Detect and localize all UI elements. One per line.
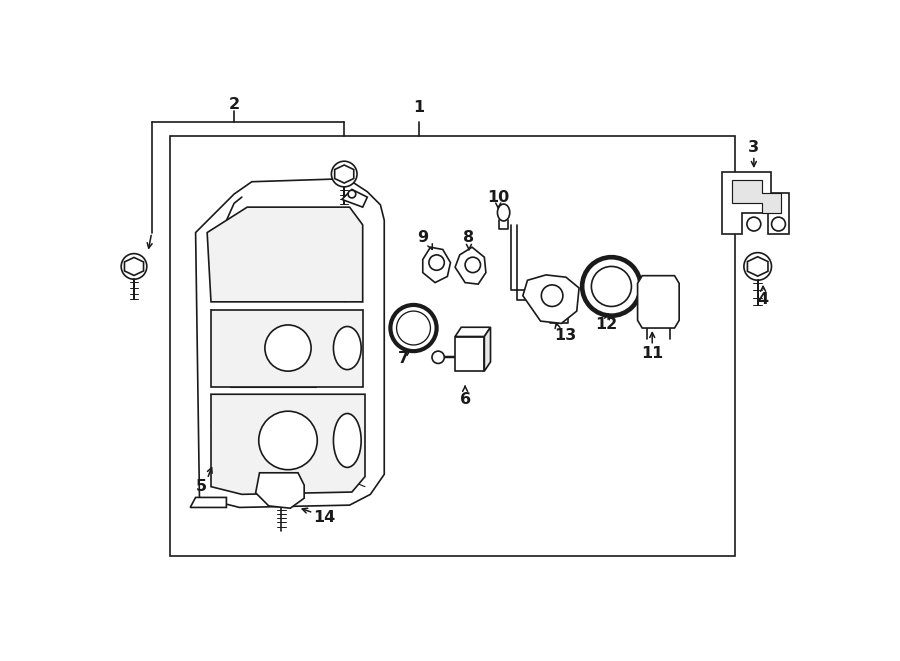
Circle shape [348, 190, 356, 198]
Polygon shape [484, 327, 491, 371]
Circle shape [122, 254, 147, 279]
Circle shape [432, 351, 445, 364]
Polygon shape [455, 327, 490, 336]
Text: 6: 6 [460, 392, 471, 407]
Polygon shape [195, 178, 384, 508]
Polygon shape [211, 309, 363, 387]
Polygon shape [190, 498, 227, 508]
Circle shape [744, 253, 771, 280]
Ellipse shape [498, 204, 509, 221]
Polygon shape [722, 173, 788, 234]
Polygon shape [637, 276, 680, 328]
Bar [170, 136, 734, 556]
Circle shape [265, 325, 311, 371]
Text: 5: 5 [195, 479, 207, 494]
Text: 7: 7 [398, 352, 410, 366]
Text: 10: 10 [487, 190, 509, 205]
Polygon shape [256, 473, 304, 508]
Circle shape [331, 161, 357, 187]
Text: 9: 9 [418, 231, 428, 245]
Circle shape [397, 311, 430, 345]
Polygon shape [335, 165, 354, 183]
Polygon shape [523, 275, 579, 323]
Text: 12: 12 [595, 317, 617, 332]
Text: 11: 11 [641, 346, 663, 361]
Text: 4: 4 [758, 292, 769, 307]
Text: 14: 14 [313, 510, 336, 525]
Polygon shape [124, 257, 143, 276]
Circle shape [429, 255, 445, 270]
Circle shape [582, 257, 641, 316]
Text: 8: 8 [464, 231, 474, 245]
Polygon shape [342, 190, 367, 207]
Bar [455, 336, 484, 371]
Circle shape [391, 305, 436, 351]
Text: 13: 13 [554, 329, 576, 343]
Polygon shape [423, 247, 451, 283]
Polygon shape [733, 180, 781, 214]
Circle shape [465, 257, 481, 272]
Circle shape [747, 217, 760, 231]
Polygon shape [455, 247, 486, 284]
Text: 2: 2 [229, 97, 239, 112]
Text: 1: 1 [413, 100, 425, 115]
Polygon shape [207, 207, 363, 302]
Circle shape [591, 266, 632, 307]
Ellipse shape [333, 414, 361, 467]
Circle shape [258, 411, 318, 470]
Circle shape [771, 217, 786, 231]
Polygon shape [211, 394, 365, 494]
Polygon shape [747, 256, 768, 276]
Text: 3: 3 [748, 140, 760, 155]
Circle shape [541, 285, 562, 307]
Ellipse shape [333, 327, 361, 369]
